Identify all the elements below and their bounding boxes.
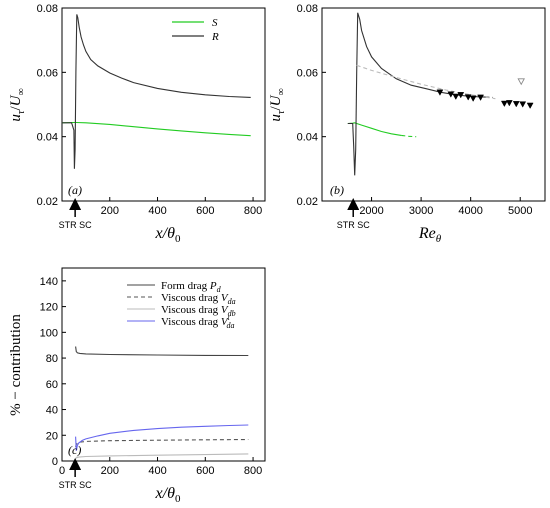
panel-a: uτ/U∞ x/θ0 0.02 0.04 0.06 0.08 200 400 600 800 (… bbox=[8, 3, 266, 245]
legend-label: Viscous drag Vda bbox=[161, 292, 236, 306]
legend-subscript: d bbox=[217, 285, 222, 294]
legend-label: Viscous drag Vdb bbox=[161, 304, 236, 318]
x-tick-label: 800 bbox=[244, 205, 262, 217]
scatter-point bbox=[452, 93, 460, 100]
y-tick-label: 120 bbox=[40, 302, 58, 314]
plot-frame-c bbox=[61, 267, 266, 462]
scatter-point bbox=[447, 91, 455, 98]
x-tick-label: 4000 bbox=[458, 205, 482, 217]
x-tick-label: 600 bbox=[196, 465, 214, 477]
series-line-s bbox=[62, 121, 251, 137]
y-tick-label: 0 bbox=[52, 456, 58, 468]
legend-label-text: Viscous drag bbox=[161, 304, 221, 316]
y-tick-label: 0.08 bbox=[297, 3, 318, 15]
scatter-point bbox=[517, 78, 525, 86]
x-tick-label: 600 bbox=[196, 205, 214, 217]
x-tick-label: 5000 bbox=[508, 205, 532, 217]
x-tick-label: 3000 bbox=[409, 205, 433, 217]
panel-label: (c) bbox=[68, 443, 81, 457]
panel-label: (b) bbox=[330, 183, 344, 197]
legend-label: Form drag Pd bbox=[161, 280, 222, 294]
scatter-point bbox=[469, 95, 477, 102]
x-axis-label-c: x/θ0 bbox=[155, 485, 181, 505]
y-tick-label: 100 bbox=[40, 327, 58, 339]
x-tick-label: 800 bbox=[244, 465, 262, 477]
series-line-4 bbox=[356, 64, 496, 100]
legend-label-text: Viscous drag bbox=[161, 316, 221, 328]
legend-subscript: da bbox=[228, 297, 236, 306]
series-line-r bbox=[62, 14, 251, 169]
legend-symbol: P bbox=[209, 280, 217, 292]
series-line-form-drag-pd bbox=[75, 346, 249, 357]
scatter-point bbox=[526, 102, 534, 109]
legend-subscript: db bbox=[228, 309, 236, 318]
scatter-point bbox=[436, 89, 444, 96]
scatter-point bbox=[477, 94, 484, 101]
y-tick-label: 0.08 bbox=[37, 3, 58, 15]
x-axis-label-b: Reθ bbox=[418, 225, 442, 245]
y-tick-label: 140 bbox=[40, 276, 58, 288]
series-line-viscous-drag-vdb bbox=[75, 453, 249, 459]
plot-frame-a bbox=[61, 7, 266, 202]
y-tick-label: 0.02 bbox=[37, 196, 58, 208]
legend-subscript: da bbox=[227, 321, 235, 330]
x-tick-label: 400 bbox=[148, 465, 166, 477]
legend-superscript: t bbox=[228, 314, 231, 322]
legend-symbol: V bbox=[221, 316, 229, 328]
plot-frame-b bbox=[321, 7, 546, 202]
x-tick-label: 0 bbox=[59, 465, 65, 477]
series-line-viscous-drag-vda bbox=[75, 438, 249, 447]
panel-label: (a) bbox=[68, 183, 82, 197]
str-sc-label: STR SC bbox=[59, 220, 93, 230]
scatter-point bbox=[505, 100, 513, 107]
scatter-point bbox=[464, 94, 472, 101]
series-group bbox=[347, 12, 534, 176]
series-line-2 bbox=[347, 12, 486, 176]
y-tick-label: 40 bbox=[46, 405, 58, 417]
legend-symbol: V bbox=[221, 304, 229, 316]
panel-c: % − contribution x/θ0 0 20 40 60 80 100 120 140… bbox=[8, 267, 266, 505]
y-tick-label: 20 bbox=[46, 430, 58, 442]
x-tick-label: 2000 bbox=[359, 205, 383, 217]
y-tick-label: 0.02 bbox=[297, 196, 318, 208]
legend-label: S bbox=[212, 17, 218, 29]
series-line-0 bbox=[347, 122, 402, 136]
y-tick-label: 0.06 bbox=[297, 67, 318, 79]
scatter-point bbox=[512, 101, 520, 108]
series-line-1 bbox=[401, 134, 417, 138]
legend-label-text: Form drag bbox=[161, 280, 210, 292]
panel-b: uτ/U∞ Reθ 0.02 0.04 0.06 0.08 2000 3000 4000 50… bbox=[268, 3, 546, 245]
scatter-point bbox=[500, 100, 508, 108]
x-tick-label: 400 bbox=[148, 205, 166, 217]
y-axis-label-a: uτ/U∞ bbox=[8, 88, 27, 121]
y-tick-label: 60 bbox=[46, 379, 58, 391]
scatter-point bbox=[457, 92, 465, 99]
series-group bbox=[62, 14, 251, 169]
str-sc-label: STR SC bbox=[59, 480, 93, 490]
legend-background bbox=[123, 277, 261, 329]
legend-label: R bbox=[211, 31, 219, 43]
legend-symbol: V bbox=[221, 292, 229, 304]
y-tick-label: 0.04 bbox=[297, 132, 318, 144]
y-axis-label-c: % − contribution bbox=[8, 314, 24, 416]
series-line-viscous-drag-vtda bbox=[75, 424, 249, 451]
x-tick-label: 200 bbox=[101, 465, 119, 477]
y-tick-label: 80 bbox=[46, 353, 58, 365]
y-axis-label-b: uτ/U∞ bbox=[268, 88, 287, 121]
x-axis-label-a: x/θ0 bbox=[155, 225, 181, 245]
x-tick-label: 200 bbox=[101, 205, 119, 217]
legend-label: Viscous drag Vt da bbox=[161, 314, 235, 330]
scatter-point bbox=[519, 101, 527, 108]
y-tick-label: 0.06 bbox=[37, 67, 58, 79]
str-sc-label: STR SC bbox=[337, 220, 371, 230]
y-tick-label: 0.04 bbox=[37, 132, 58, 144]
legend-label-text: Viscous drag bbox=[161, 292, 221, 304]
series-group bbox=[75, 346, 249, 459]
